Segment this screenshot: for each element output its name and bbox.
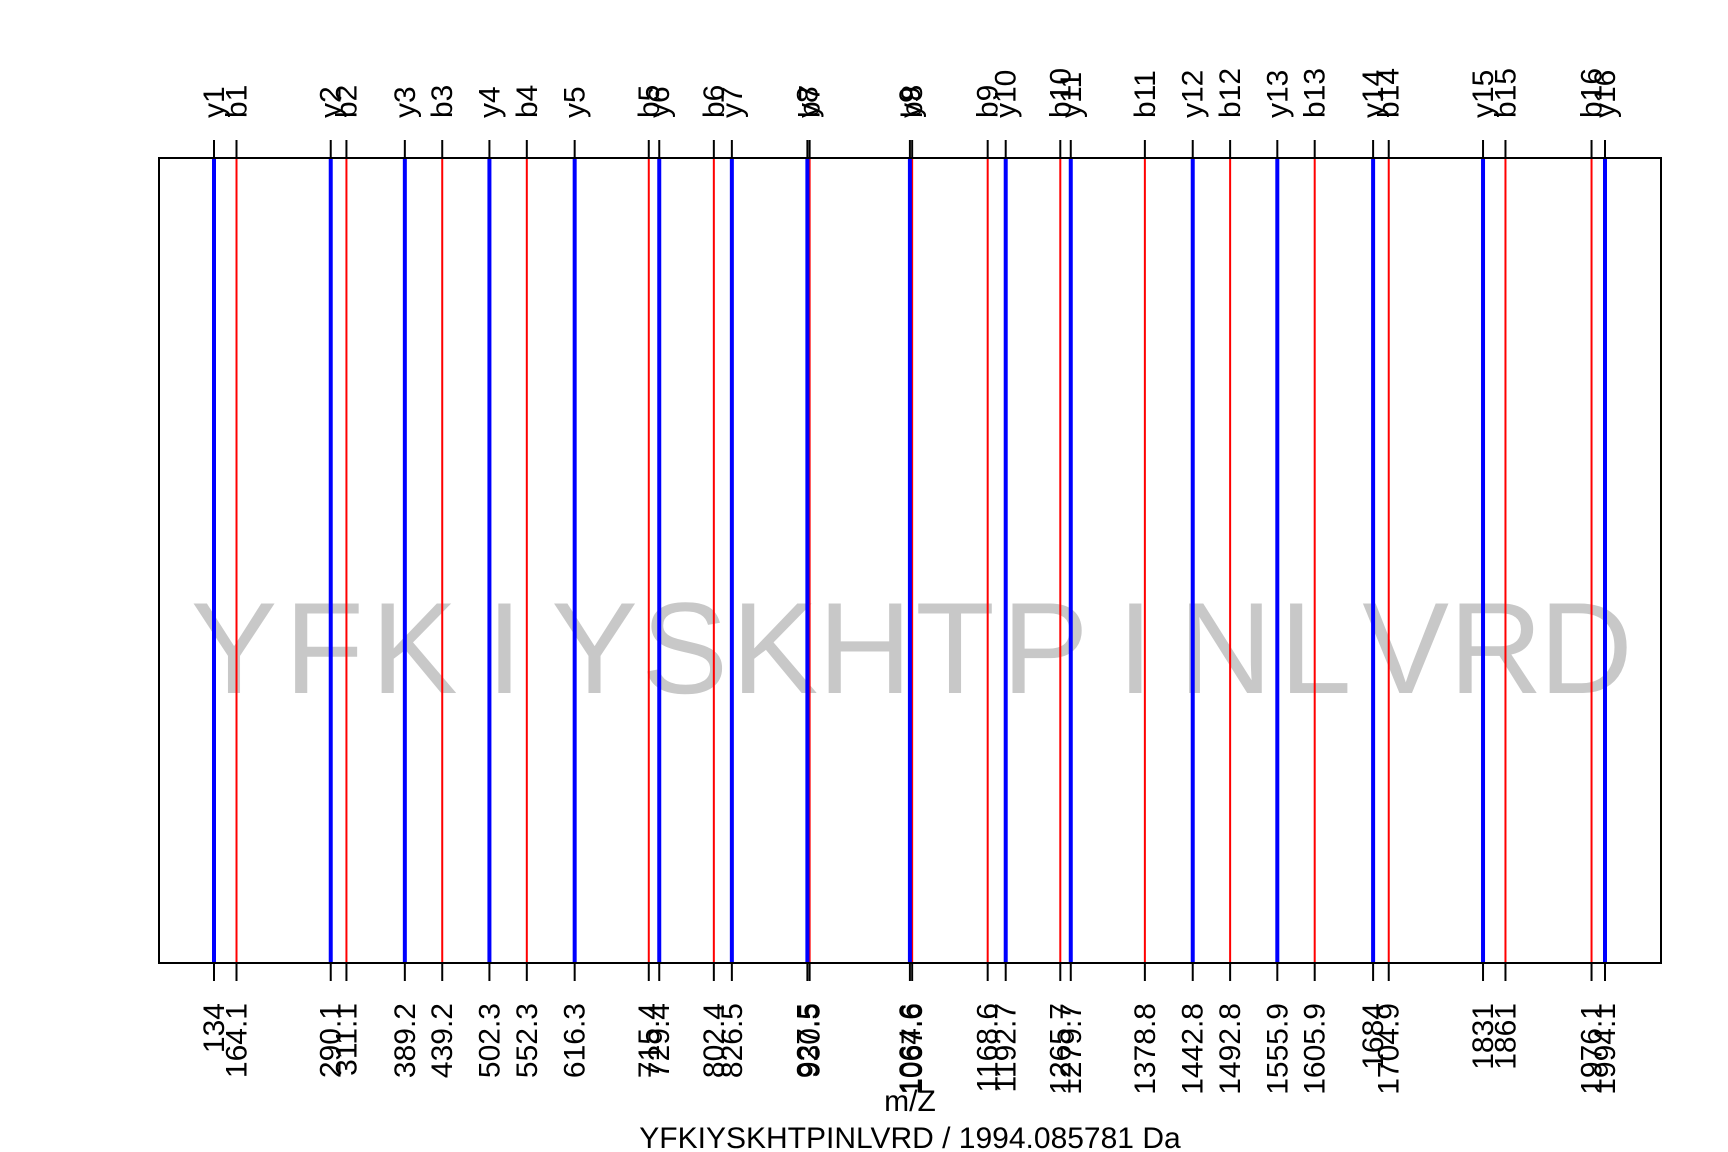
ion-label-b11: b11	[1129, 70, 1162, 118]
ion-label-y16: y16	[1589, 70, 1622, 118]
mz-tick-label-b2: 311.1	[330, 1003, 363, 1076]
mz-tick-label-y15: 1831	[1467, 1003, 1500, 1070]
ion-label-y15: y15	[1467, 70, 1500, 118]
sequence-letter: D	[1539, 575, 1633, 721]
ion-label-y6: y6	[643, 86, 676, 118]
mz-tick-label-y1: 134	[198, 1003, 231, 1053]
mz-tick-label-y10: 1192.7	[990, 1003, 1023, 1093]
ion-label-y2: y2	[315, 86, 348, 118]
ion-label-y8: y8	[791, 86, 824, 118]
ion-label-b4: b4	[511, 85, 544, 118]
mz-tick-label-b1: 164.1	[221, 1003, 254, 1078]
ion-label-b2: b2	[330, 85, 363, 118]
mz-tick-label-y16: 1994.1	[1589, 1003, 1622, 1095]
ion-label-y4: y4	[473, 86, 506, 118]
ion-label-y14: y14	[1357, 70, 1390, 118]
sequence-letter: Y	[551, 575, 638, 721]
mz-tick-label-y4: 502.3	[473, 1003, 506, 1078]
sequence-letter: R	[1449, 575, 1543, 721]
mz-tick-label-b8: 1067.6	[896, 1003, 929, 1095]
ion-label-y10: y10	[990, 70, 1023, 118]
chart-subtitle: YFKIYSKHTPINLVRD / 1994.085781 Da	[639, 1122, 1181, 1152]
mz-tick-label-y7: 826.5	[716, 1003, 749, 1078]
ion-label-y11: y11	[1055, 72, 1088, 118]
ion-label-b15: b15	[1489, 68, 1522, 118]
mz-tick-label-b5: 715.4	[633, 1003, 666, 1078]
mz-tick-label-y11: 1279.7	[1055, 1003, 1088, 1095]
mz-tick-label-b15: 1861	[1489, 1003, 1522, 1070]
ion-label-b9: b9	[972, 85, 1005, 118]
sequence-letter: F	[284, 575, 363, 721]
mz-tick-label-y6: 729.4	[643, 1003, 676, 1078]
mz-tick-label-y8: 927.5	[791, 1003, 824, 1078]
mz-tick-label-y13: 1555.9	[1261, 1003, 1294, 1095]
ion-label-b6: b6	[698, 85, 731, 118]
mz-tick-label-b9: 1168.6	[972, 1003, 1005, 1093]
sequence-letter: Y	[191, 575, 278, 721]
ion-label-y1: y1	[198, 86, 231, 118]
sequence-letter: I	[1117, 575, 1153, 721]
ion-label-b1: b1	[221, 85, 254, 118]
sequence-letter: P	[1002, 575, 1089, 721]
sequence-letter: V	[1362, 575, 1449, 721]
mz-tick-label-y5: 616.3	[559, 1003, 592, 1078]
ion-label-y12: y12	[1177, 70, 1210, 118]
ion-label-b13: b13	[1299, 68, 1332, 118]
ion-label-b10: b10	[1044, 68, 1077, 118]
sequence-letter: H	[818, 575, 912, 721]
ion-label-b8: b8	[896, 85, 929, 118]
sequence-letter: T	[915, 575, 994, 721]
mz-tick-label-b4: 552.3	[511, 1003, 544, 1078]
ion-label-y9: y9	[894, 86, 927, 118]
ion-label-b16: b16	[1576, 68, 1609, 118]
ion-label-b12: b12	[1214, 68, 1247, 118]
mz-tick-label-y14: 1684	[1357, 1003, 1390, 1070]
mz-tick-label-y2: 290.1	[315, 1003, 348, 1078]
ion-label-y5: y5	[559, 86, 592, 118]
ion-label-y13: y13	[1261, 70, 1294, 118]
mz-tick-label-b6: 802.4	[698, 1003, 731, 1078]
ion-label-y3: y3	[389, 86, 422, 118]
bottom-mz-axis: 164.1 311.1 439.2 552.3 715.4 802.4 930.5 1067.…	[198, 963, 1622, 1095]
ion-label-b5: b5	[633, 85, 666, 118]
ion-label-y7: y7	[716, 86, 749, 118]
mz-tick-label-y9: 1064.6	[894, 1003, 927, 1095]
mz-tick-label-b10: 1265.7	[1044, 1003, 1077, 1095]
top-ion-axis: b1 b2 b3 b4 b5 b6 b7 b8 b9 b10 b11 b12 b13 b14 b15 b16y…	[198, 68, 1622, 158]
mz-tick-label-b14: 1704.9	[1373, 1003, 1406, 1095]
sequence-letter: K	[371, 575, 458, 721]
mz-tick-label-y3: 389.2	[389, 1003, 422, 1078]
sequence-letter: K	[731, 575, 818, 721]
ion-label-b3: b3	[426, 85, 459, 118]
sequence-letter: I	[486, 575, 522, 721]
mz-tick-label-b12: 1492.8	[1214, 1003, 1247, 1095]
sequence-letter: S	[641, 575, 728, 721]
mz-tick-label-b3: 439.2	[426, 1003, 459, 1078]
mz-tick-label-b11: 1378.8	[1129, 1003, 1162, 1095]
x-axis-label: m/Z	[884, 1085, 936, 1118]
mz-tick-label-b16: 1976.1	[1576, 1003, 1609, 1095]
ion-peaks	[212, 158, 1607, 963]
ion-label-b14: b14	[1373, 68, 1406, 118]
mz-tick-label-b7: 930.5	[794, 1003, 827, 1078]
ion-label-b7: b7	[794, 85, 827, 118]
mz-tick-label-y12: 1442.8	[1177, 1003, 1210, 1095]
mz-tick-label-b13: 1605.9	[1299, 1003, 1332, 1095]
